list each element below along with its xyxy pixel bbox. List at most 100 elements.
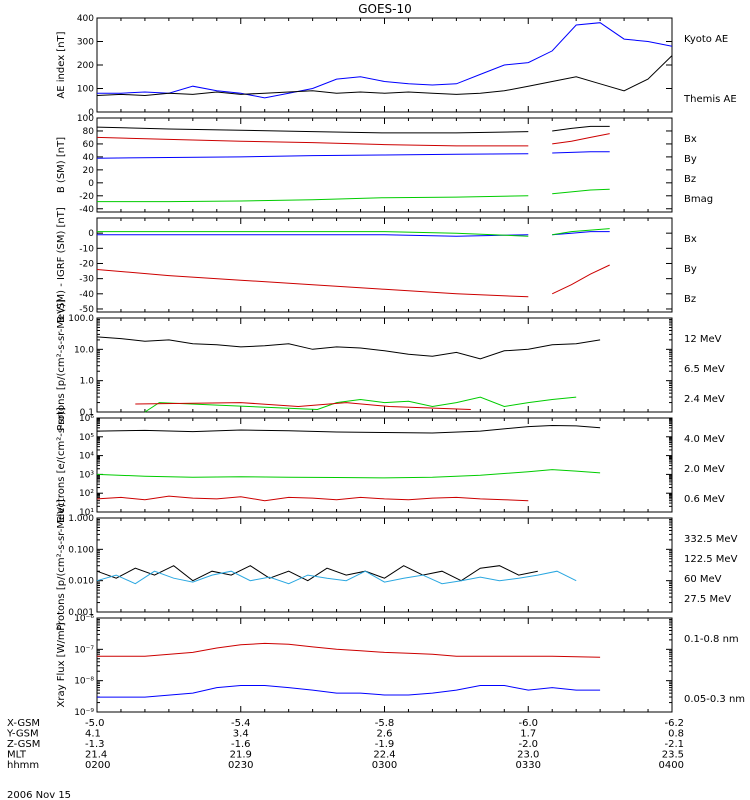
legend-entry: By <box>684 154 697 165</box>
y-tick-label: -20 <box>79 259 94 269</box>
ephemeris-value: 21.9 <box>230 750 252 761</box>
legend-entry: Bmag <box>684 194 713 205</box>
y-tick-label: 40 <box>83 153 95 163</box>
panel-frame <box>96 517 673 613</box>
ephemeris-value: 0300 <box>372 760 397 771</box>
series-line-segment <box>96 570 577 585</box>
ephemeris-value: 23.5 <box>662 750 684 761</box>
ephemeris-value: 0330 <box>516 760 541 771</box>
series-bmag <box>96 125 610 134</box>
series-by <box>97 228 610 237</box>
ephemeris-value: -6.2 <box>664 718 684 729</box>
series-bz <box>96 264 610 298</box>
series-4-0-mev <box>96 495 529 502</box>
legend-entry: 332.5 MeV <box>684 534 738 545</box>
series-2-4-mev <box>96 336 601 360</box>
y-tick-label: 1.000 <box>68 514 94 524</box>
y-tick-label: 0.001 <box>68 608 94 618</box>
y-tick-label: 10³ <box>79 470 94 480</box>
y-tick-label: 1.0 <box>80 377 95 387</box>
series-line-segment <box>552 228 610 236</box>
series-line-segment <box>552 188 610 195</box>
series-line-segment <box>96 55 673 97</box>
y-tick-label: -40 <box>79 290 94 300</box>
y-axis-label: B (SM) - IGRF (SM) [nT] <box>56 207 67 323</box>
y-tick-label: 10⁶ <box>79 414 94 424</box>
ephemeris-value: -6.0 <box>518 718 538 729</box>
series-kyoto-ae <box>97 22 673 99</box>
y-tick-label: 0.010 <box>68 577 94 587</box>
y-tick-label: 0 <box>88 108 94 118</box>
series-line-segment <box>552 133 610 145</box>
ephemeris-value: 4.1 <box>85 729 101 740</box>
y-tick-label: 60 <box>83 140 95 150</box>
series-bx <box>96 151 610 159</box>
panel-frame <box>96 317 673 413</box>
series-bz <box>96 133 610 147</box>
series-line-segment <box>96 269 529 298</box>
y-tick-label: 10¹ <box>79 508 94 518</box>
ephemeris-value: -1.3 <box>85 739 105 750</box>
ephemeris-value: -5.0 <box>85 718 105 729</box>
y-tick-label: 0.1 <box>80 408 94 418</box>
legend-entry: 6.5 MeV <box>684 364 725 375</box>
legend-entry: 0.1-0.8 nm <box>684 634 739 645</box>
date-label: 2006 Nov 15 <box>7 790 71 800</box>
series-line-segment <box>135 402 471 410</box>
legend-entry: 0.05-0.3 nm <box>684 694 745 705</box>
legend-entry: Themis AE <box>683 94 737 105</box>
panel-0: 0 100 200 300 400 AE index [nT] Kyoto AE Themis… <box>56 14 737 118</box>
series-60-mev <box>96 570 577 585</box>
y-tick-label: 100.0 <box>68 314 94 324</box>
y-tick-label: 10⁻⁹ <box>74 708 94 718</box>
ephemeris-row-label: Y-GSM <box>6 729 39 740</box>
series-27-5-mev <box>96 565 538 582</box>
legend-entry: 122.5 MeV <box>684 554 738 565</box>
series-line-segment <box>144 396 577 413</box>
y-tick-label: 80 <box>83 127 95 137</box>
y-axis-label: Protons [p/(cm²-s-sr-MeV)] <box>56 299 67 431</box>
series-6-5-mev <box>144 396 577 413</box>
ephemeris-value: 23.0 <box>517 750 539 761</box>
series-line-segment <box>96 336 601 360</box>
ephemeris-row-label: MLT <box>7 750 27 761</box>
y-tick-label: 10⁻⁷ <box>74 645 94 655</box>
ephemeris-value: 0230 <box>228 760 253 771</box>
series-line-segment <box>97 234 529 237</box>
ephemeris-value: -5.4 <box>231 718 251 729</box>
legend-entry: Kyoto AE <box>684 34 728 45</box>
series-bx <box>97 231 610 237</box>
panel-4: 10¹ 10² 10³ 10⁴ 10⁵ 10⁶ Electrons [e/(cm²-s-sr… <box>56 407 725 523</box>
series-line-segment <box>96 153 529 159</box>
y-tick-label: -30 <box>79 275 94 285</box>
series-line-segment <box>97 231 529 237</box>
legend-entry: 2.0 MeV <box>684 464 725 475</box>
y-tick-label: 300 <box>77 38 94 48</box>
y-tick-label: 10⁻⁶ <box>74 614 94 624</box>
y-tick-label: 20 <box>83 166 95 176</box>
ephemeris-value: 1.7 <box>520 729 536 740</box>
y-tick-label: 10⁻⁸ <box>74 677 94 687</box>
series-12-mev <box>135 402 471 410</box>
figure-title: GOES-10 <box>358 2 412 16</box>
y-tick-label: -50 <box>79 305 94 315</box>
ephemeris-row-label: hhmm <box>7 760 39 771</box>
series-line-segment <box>552 151 610 154</box>
ephemeris-value: -2.0 <box>518 739 538 750</box>
legend-entry: 2.4 MeV <box>684 394 725 405</box>
ephemeris-value: 3.4 <box>233 729 249 740</box>
legend-entry: 4.0 MeV <box>684 434 725 445</box>
legend-entry: 0.6 MeV <box>684 494 725 505</box>
series-line-segment <box>97 642 601 658</box>
panel-1: -40 -20 0 20 40 60 80 100 B (SM) [nT] Bx By Bz Bmag <box>56 114 713 215</box>
y-tick-label: 200 <box>77 61 94 71</box>
legend-entry: Bz <box>684 294 696 305</box>
legend-entry: Bx <box>684 134 697 145</box>
legend-entry: By <box>684 264 697 275</box>
panel-frame <box>96 17 673 113</box>
ephemeris-value: 21.4 <box>85 750 107 761</box>
